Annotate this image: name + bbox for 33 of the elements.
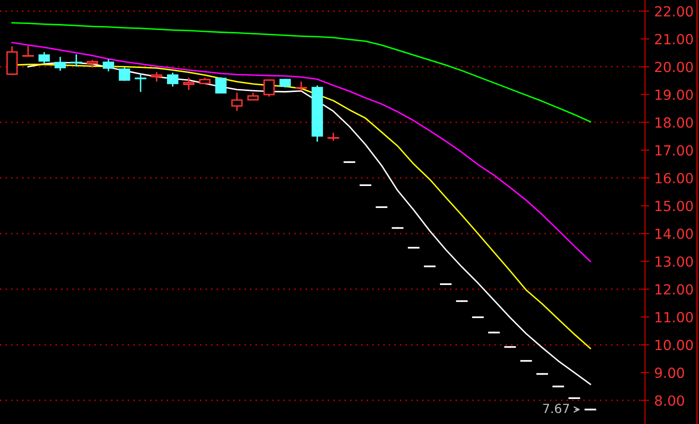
candlestick — [263, 79, 275, 97]
y-tick-label: 10.00 — [656, 340, 693, 350]
line-series — [11, 42, 592, 262]
y-tick-label: 22.00 — [655, 6, 693, 17]
y-tick-label: 8.00 — [654, 395, 684, 406]
y-tick-label: 14.00 — [656, 228, 693, 240]
y-tick-label: 11.00 — [656, 312, 693, 322]
candlestick — [231, 92, 243, 111]
candlestick — [22, 46, 34, 57]
candlestick — [102, 59, 114, 72]
candlestick — [295, 82, 308, 91]
y-tick-label: 13.00 — [656, 256, 693, 267]
y-tick-label: 18.00 — [656, 117, 693, 128]
candlestick — [118, 67, 130, 81]
annotation: 7.67 — [543, 404, 569, 414]
y-tick-label: 12.00 — [656, 284, 693, 295]
y-tick-label: 15.00 — [656, 200, 693, 212]
y-tick-label: 19.00 — [656, 90, 693, 100]
y-tick-label: 21.00 — [655, 34, 693, 44]
y-tick-label: 17.00 — [656, 145, 693, 156]
candlestick — [167, 72, 178, 87]
line-series — [11, 22, 592, 122]
candlestick — [183, 78, 194, 90]
candlestick — [70, 54, 82, 67]
y-tick-label: 20.00 — [655, 62, 693, 72]
candlestick — [134, 74, 146, 92]
candlestick — [54, 56, 66, 71]
candlestick — [215, 77, 227, 94]
candlestick — [328, 132, 340, 141]
y-tick-label: 16.00 — [656, 172, 693, 184]
candlestick — [6, 46, 18, 75]
candlestick — [38, 52, 50, 64]
y-tick-label: 9.00 — [654, 368, 684, 378]
